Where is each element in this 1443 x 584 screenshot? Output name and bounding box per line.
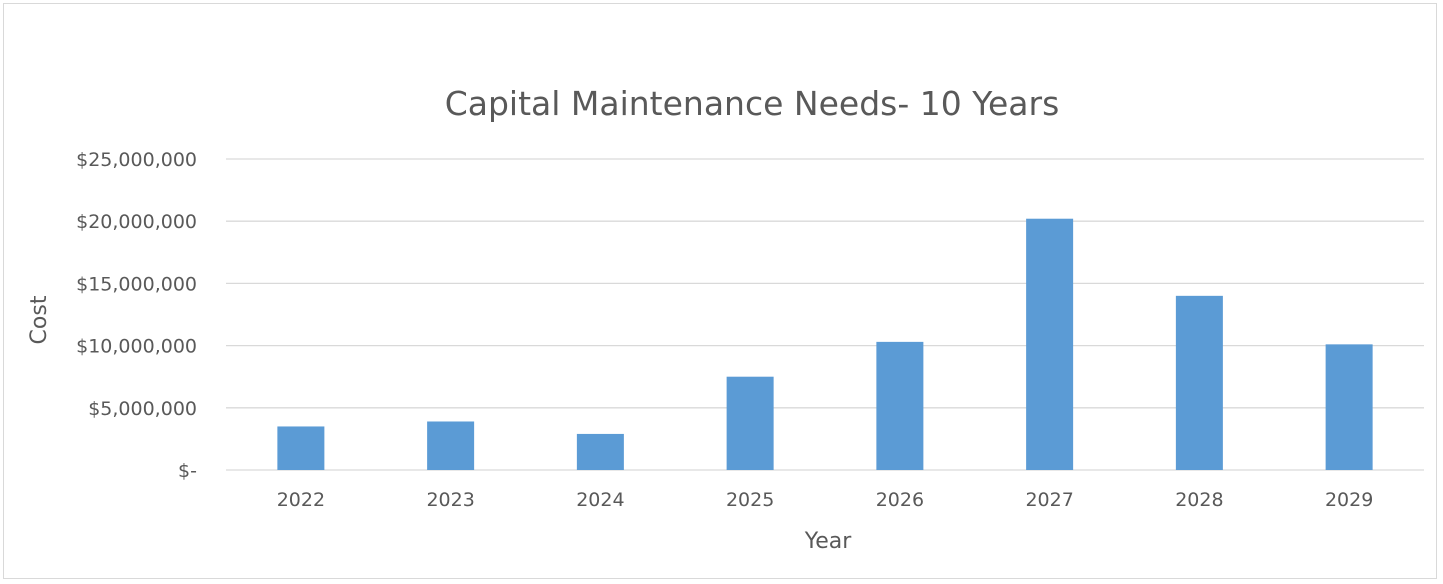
x-tick-label: 2029 bbox=[1325, 489, 1373, 511]
y-tick-label: $10,000,000 bbox=[76, 336, 197, 358]
chart-frame: Capital Maintenance Needs- 10 Years $- $5… bbox=[3, 3, 1437, 579]
bar-2022 bbox=[277, 426, 325, 470]
y-tick-label: $25,000,000 bbox=[76, 149, 197, 171]
bars bbox=[277, 218, 1373, 470]
chart-title: Capital Maintenance Needs- 10 Years bbox=[445, 84, 1060, 123]
bar-2028 bbox=[1175, 295, 1223, 470]
x-tick-label: 2022 bbox=[277, 489, 325, 511]
x-axis-ticks: 2022 2023 2024 2025 2026 2027 2028 2029 bbox=[277, 489, 1374, 511]
bar-2025 bbox=[726, 376, 774, 470]
x-tick-label: 2027 bbox=[1025, 489, 1073, 511]
x-axis-title: Year bbox=[804, 529, 853, 554]
bar-2026 bbox=[876, 341, 924, 470]
y-tick-label: $5,000,000 bbox=[88, 398, 197, 420]
y-tick-label: $20,000,000 bbox=[76, 211, 197, 233]
x-tick-label: 2023 bbox=[426, 489, 474, 511]
y-axis-ticks: $- $5,000,000 $10,000,000 $15,000,000 $20,00… bbox=[76, 149, 197, 482]
bar-chart: Capital Maintenance Needs- 10 Years $- $5… bbox=[27, 84, 1424, 554]
x-tick-label: 2024 bbox=[576, 489, 624, 511]
y-tick-label: $- bbox=[178, 460, 197, 482]
bar-2027 bbox=[1026, 218, 1074, 470]
bar-2029 bbox=[1325, 344, 1373, 470]
bar-2023 bbox=[427, 421, 475, 470]
x-tick-label: 2028 bbox=[1175, 489, 1223, 511]
bar-2024 bbox=[576, 433, 624, 470]
x-tick-label: 2026 bbox=[876, 489, 924, 511]
y-axis-title: Cost bbox=[27, 295, 52, 344]
y-tick-label: $15,000,000 bbox=[76, 273, 197, 295]
gridlines bbox=[226, 158, 1424, 471]
x-tick-label: 2025 bbox=[726, 489, 774, 511]
